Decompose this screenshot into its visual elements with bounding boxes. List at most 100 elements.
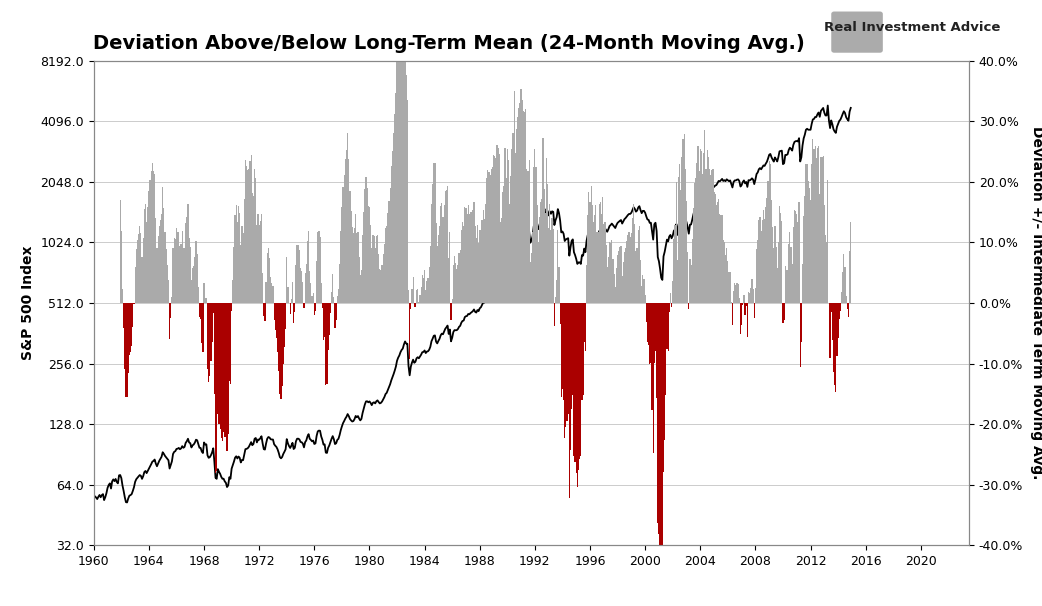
Bar — [166, 249, 167, 303]
Bar — [349, 191, 350, 303]
Bar — [641, 286, 642, 303]
Bar — [701, 150, 702, 303]
Bar — [353, 233, 354, 303]
Bar — [733, 291, 735, 303]
Bar — [596, 232, 597, 303]
Bar — [843, 254, 844, 303]
Bar — [416, 290, 417, 303]
Bar — [424, 270, 425, 303]
Bar — [505, 178, 506, 303]
Bar — [512, 149, 513, 303]
Bar — [788, 244, 790, 303]
Bar — [730, 302, 731, 303]
Bar — [356, 233, 357, 303]
Bar — [130, 303, 131, 351]
Bar — [545, 213, 546, 303]
Bar — [372, 235, 373, 303]
Bar — [350, 211, 352, 303]
Bar — [752, 289, 753, 303]
Bar — [295, 265, 297, 303]
Bar — [314, 303, 315, 316]
Bar — [418, 302, 420, 303]
Bar — [257, 214, 258, 303]
Bar — [174, 238, 175, 303]
Bar — [483, 219, 485, 303]
Bar — [699, 148, 701, 303]
Bar — [414, 303, 415, 307]
Bar — [154, 174, 155, 303]
Bar — [620, 246, 622, 303]
Bar — [405, 75, 406, 303]
Bar — [390, 188, 391, 303]
Bar — [234, 216, 235, 303]
Bar — [171, 297, 173, 303]
Bar — [582, 303, 584, 395]
Bar — [553, 303, 555, 327]
Bar — [463, 226, 465, 303]
Bar — [472, 210, 473, 303]
Bar — [406, 99, 408, 303]
Bar — [230, 303, 231, 384]
Bar — [595, 205, 596, 303]
Bar — [640, 261, 641, 303]
Bar — [132, 303, 133, 327]
Bar — [160, 213, 163, 303]
Bar — [462, 222, 463, 303]
Bar — [540, 202, 541, 303]
Bar — [164, 208, 165, 303]
Bar — [830, 303, 832, 311]
Bar — [703, 153, 704, 303]
Bar — [247, 170, 248, 303]
Bar — [338, 289, 339, 303]
Bar — [536, 167, 537, 303]
Bar — [449, 232, 450, 303]
Bar — [743, 296, 745, 303]
Bar — [522, 100, 523, 303]
Bar — [216, 303, 218, 471]
Bar — [283, 303, 286, 347]
Bar — [763, 210, 764, 303]
Bar — [321, 282, 322, 303]
Bar — [185, 223, 187, 303]
Bar — [674, 225, 675, 303]
Bar — [676, 261, 678, 303]
Bar — [717, 202, 718, 303]
Bar — [345, 159, 346, 303]
Bar — [652, 303, 653, 453]
Bar — [612, 240, 613, 303]
Y-axis label: Deviation +/- Intermediate Term Moving Avg.: Deviation +/- Intermediate Term Moving A… — [1029, 126, 1042, 480]
Bar — [687, 252, 688, 303]
Bar — [148, 191, 149, 303]
Bar — [557, 230, 559, 303]
Bar — [279, 303, 280, 395]
Bar — [807, 164, 808, 303]
Bar — [194, 257, 196, 303]
Bar — [664, 303, 665, 440]
Bar — [490, 175, 491, 303]
Bar — [133, 303, 134, 304]
Bar — [391, 166, 392, 303]
Bar — [803, 216, 804, 303]
Bar — [849, 251, 850, 303]
Bar — [412, 290, 413, 303]
Bar — [683, 139, 684, 303]
Bar — [638, 230, 639, 303]
Bar — [721, 215, 723, 303]
Bar — [464, 207, 466, 303]
Bar — [334, 303, 336, 328]
Bar — [429, 246, 431, 303]
Bar — [376, 236, 377, 303]
Bar — [433, 163, 435, 303]
Bar — [711, 170, 713, 303]
Bar — [242, 226, 243, 303]
Bar — [231, 303, 232, 311]
Bar — [355, 214, 356, 303]
Bar — [393, 133, 394, 303]
Bar — [614, 274, 615, 303]
Bar — [760, 217, 761, 303]
Bar — [241, 245, 242, 303]
Bar — [698, 171, 700, 303]
Bar — [384, 228, 387, 303]
Bar — [452, 264, 454, 303]
Bar — [529, 262, 530, 303]
